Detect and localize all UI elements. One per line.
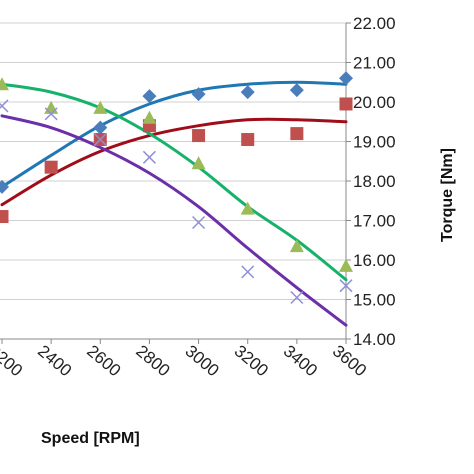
triangle-point bbox=[44, 100, 59, 114]
data-points bbox=[0, 71, 353, 305]
x-point bbox=[192, 215, 206, 230]
square-point bbox=[241, 133, 255, 147]
y-axis-tick-labels: 14.00 15.00 16.00 17.00 18.00 19.00 20.00 21.00… bbox=[353, 14, 396, 349]
square-point bbox=[290, 127, 304, 141]
x-tick-label: 3000 bbox=[182, 341, 223, 380]
x-tick-label: 2200 bbox=[0, 341, 26, 380]
y-tick-label: 19.00 bbox=[353, 133, 396, 152]
x-tick-label: 3400 bbox=[280, 341, 321, 380]
trend-line-triangle bbox=[0, 82, 348, 282]
diamond-point bbox=[339, 71, 353, 86]
trend-line-x bbox=[0, 114, 348, 327]
triangle-point bbox=[0, 77, 9, 91]
x-point bbox=[93, 132, 107, 147]
gridlines bbox=[0, 22, 346, 340]
square-point bbox=[192, 129, 206, 143]
x-point bbox=[290, 290, 304, 305]
diamond-point bbox=[142, 89, 157, 104]
y-tick-label: 20.00 bbox=[353, 93, 396, 112]
x-tick-label: 2800 bbox=[132, 341, 173, 380]
x-point bbox=[339, 279, 353, 293]
y-tick-label: 15.00 bbox=[353, 291, 396, 310]
triangle-point bbox=[240, 201, 255, 215]
square-point bbox=[0, 210, 9, 224]
y-tick-label: 18.00 bbox=[353, 172, 396, 191]
y-tick-label: 22.00 bbox=[353, 14, 396, 33]
y-tick-label: 21.00 bbox=[353, 54, 396, 73]
triangle-point bbox=[93, 100, 108, 114]
triangle-point bbox=[289, 239, 304, 253]
y-tick-label: 14.00 bbox=[353, 330, 396, 349]
diamond-point bbox=[289, 83, 304, 98]
x-axis-title: Speed [RPM] bbox=[41, 430, 140, 447]
trend-line-diamond bbox=[0, 80, 348, 189]
triangle-point bbox=[191, 156, 206, 170]
y-tick-label: 16.00 bbox=[353, 251, 396, 270]
x-tick-label: 3200 bbox=[231, 341, 272, 380]
x-point bbox=[44, 107, 58, 121]
x-axis-tick-labels: 2200 2400 2600 2800 3000 3200 3400 3600 bbox=[0, 341, 370, 380]
x-tick-label: 2400 bbox=[34, 341, 75, 380]
diamond-point bbox=[0, 179, 9, 194]
diamond-point bbox=[191, 87, 206, 102]
trend-lines bbox=[0, 80, 348, 327]
x-tick-label: 2600 bbox=[83, 341, 124, 380]
x-point bbox=[0, 99, 9, 113]
square-point bbox=[44, 160, 58, 174]
triangle-point bbox=[142, 110, 157, 124]
y-axis-title: Torque [Nm] bbox=[439, 148, 456, 242]
x-point bbox=[142, 150, 156, 164]
diamond-point bbox=[240, 85, 255, 100]
triangle-point bbox=[339, 258, 353, 272]
square-point bbox=[339, 97, 353, 111]
y-tick-label: 17.00 bbox=[353, 212, 396, 231]
diamond-point bbox=[93, 120, 108, 135]
x-point bbox=[241, 265, 255, 279]
